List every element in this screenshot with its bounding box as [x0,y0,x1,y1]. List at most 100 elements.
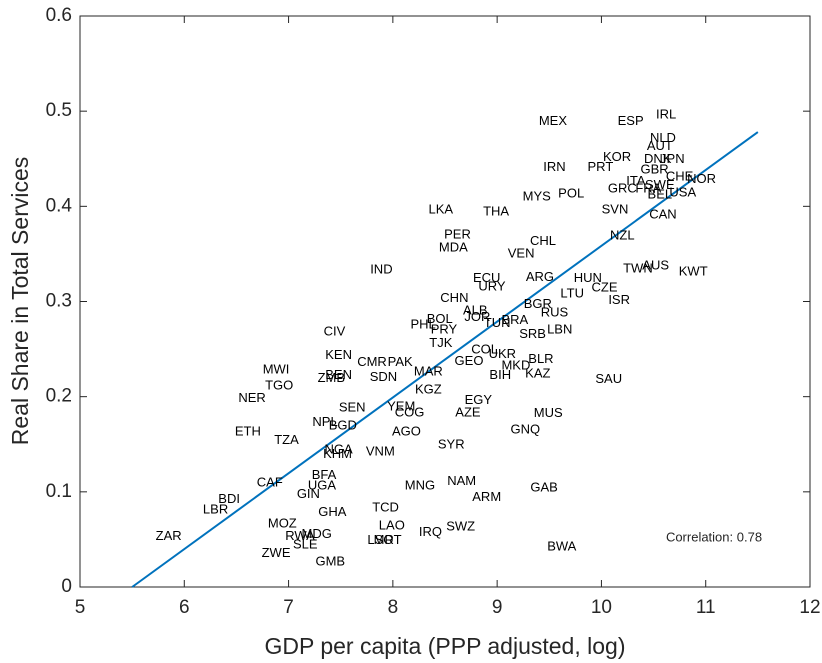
point-label: MDA [439,240,468,255]
point-label: ZWE [262,545,291,560]
point-label: IRQ [419,524,442,539]
point-label: MKD [501,358,530,373]
point-label: VEN [508,245,535,260]
point-label: USA [669,184,696,199]
y-tick-label: 0 [61,576,72,597]
point-label: SRB [519,326,546,341]
point-label: LTU [560,285,584,300]
x-axis-label: GDP per capita (PPP adjusted, log) [265,633,626,659]
point-label: GMB [315,554,345,569]
point-label: BLR [528,351,553,366]
point-label: FRA [635,181,661,196]
x-tick-label: 9 [492,597,503,618]
point-label: KGZ [415,381,442,396]
y-tick-label: 0.1 [46,481,72,502]
point-label: AZE [455,404,481,419]
point-label: MNG [405,478,435,493]
point-label: ESP [618,113,644,128]
point-label: LBR [203,501,228,516]
point-label: LBN [547,321,572,336]
point-label: CMR [357,354,387,369]
point-label: KWT [679,263,708,278]
point-label: SYR [438,437,465,452]
y-tick-label: 0.6 [46,5,72,26]
point-label: CHN [440,290,468,305]
fit-line [131,131,759,588]
point-label: LAO [379,518,405,533]
point-label: SWE [645,177,675,192]
point-label: TJK [429,335,452,350]
x-tick-label: 6 [179,597,190,618]
point-label: MYS [523,188,552,203]
y-tick-label: 0.3 [46,291,72,312]
point-label: THA [483,203,509,218]
point-label: ETH [235,423,261,438]
point-label: GEO [455,353,484,368]
point-label: BGR [524,296,552,311]
point-label: BRA [502,312,529,327]
point-label: COL [471,341,498,356]
point-label: GAB [530,479,557,494]
point-label: HUN [574,270,602,285]
point-label: MUS [534,405,563,420]
point-label: IRN [543,159,565,174]
point-label: NLD [650,130,676,145]
point-label: MWI [263,361,290,376]
x-tick-label: 10 [591,597,612,618]
point-label: CHL [530,233,556,248]
point-label: TCD [372,499,399,514]
point-label: POL [558,185,584,200]
point-label: SVN [602,202,629,217]
point-label: GBR [641,162,669,177]
point-label: BOL [427,311,453,326]
point-label: PAK [388,354,413,369]
point-label: UKR [489,346,516,361]
point-label: ISR [608,292,630,307]
point-label: IRL [656,106,676,121]
point-label: SLE [293,537,318,552]
y-tick-label: 0.2 [46,386,72,407]
x-tick-label: 12 [799,597,820,618]
point-label: SWZ [446,518,475,533]
point-label: URY [478,279,506,294]
point-label: MDG [302,526,332,541]
y-tick-label: 0.4 [46,195,73,216]
point-label: MRT [374,532,402,547]
point-label: ARM [472,489,501,504]
point-label: NZL [610,227,635,242]
point-label: JOR [464,309,490,324]
x-tick-label: 8 [388,597,399,618]
point-label: SAU [595,371,622,386]
point-label: EGY [465,392,493,407]
point-label: ECU [473,270,500,285]
point-label: AGO [392,423,421,438]
point-label: MOZ [268,516,297,531]
annotation: Correlation: 0.78 [666,529,762,544]
point-label: SDN [370,369,397,384]
point-label: NGA [325,441,354,456]
point-label: NER [238,390,265,405]
point-label: GIN [297,486,320,501]
point-label: KHM [323,446,352,461]
y-tick-label: 0.5 [46,100,72,121]
point-label: CHE [666,168,694,183]
point-label: TZA [274,432,299,447]
point-label: ITA [626,173,646,188]
point-label: ZAR [156,528,182,543]
point-label: ALB [463,302,488,317]
point-label: LKA [429,202,454,217]
point-label: CZE [592,280,618,295]
point-label: JPN [660,151,685,166]
point-label: GRC [608,181,637,196]
point-label: BWA [547,538,576,553]
point-label: YEM [387,399,415,414]
point-label: ARG [526,269,554,284]
point-label: COG [395,404,425,419]
point-label: MAR [414,363,443,378]
point-label: TWN [623,261,653,276]
point-label: AUT [647,138,673,153]
point-label: NOR [687,171,716,186]
point-label: DNK [644,151,672,166]
y-axis-label: Real Share in Total Services [7,157,33,446]
point-label: BIH [489,367,511,382]
